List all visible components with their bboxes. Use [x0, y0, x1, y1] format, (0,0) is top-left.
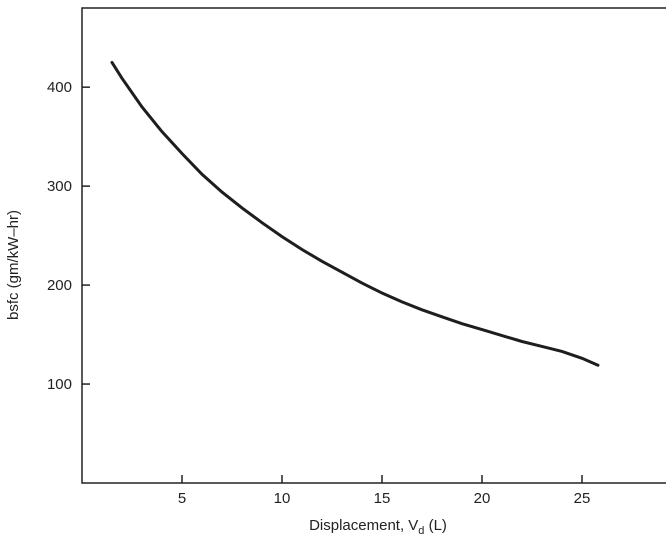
x-tick-label: 15: [374, 490, 391, 507]
y-tick-label: 200: [47, 277, 72, 294]
x-tick-label: 25: [574, 490, 591, 507]
y-axis-label: bsfc (gm/kW–hr): [5, 210, 22, 320]
plot-frame: [81, 7, 666, 484]
x-axis-label: Displacement, Vd (L): [309, 517, 447, 537]
y-tick-label: 100: [47, 376, 72, 393]
y-tick-label: 300: [47, 178, 72, 195]
y-axis-ticks: 100 200 300 400: [47, 79, 90, 393]
x-tick-label: 20: [474, 490, 491, 507]
x-axis-ticks: 5 10 15 20 25: [178, 475, 591, 507]
series-line: [110, 60, 600, 367]
x-tick-label: 5: [178, 490, 186, 507]
y-tick-label: 400: [47, 79, 72, 96]
x-tick-label: 10: [274, 490, 291, 507]
